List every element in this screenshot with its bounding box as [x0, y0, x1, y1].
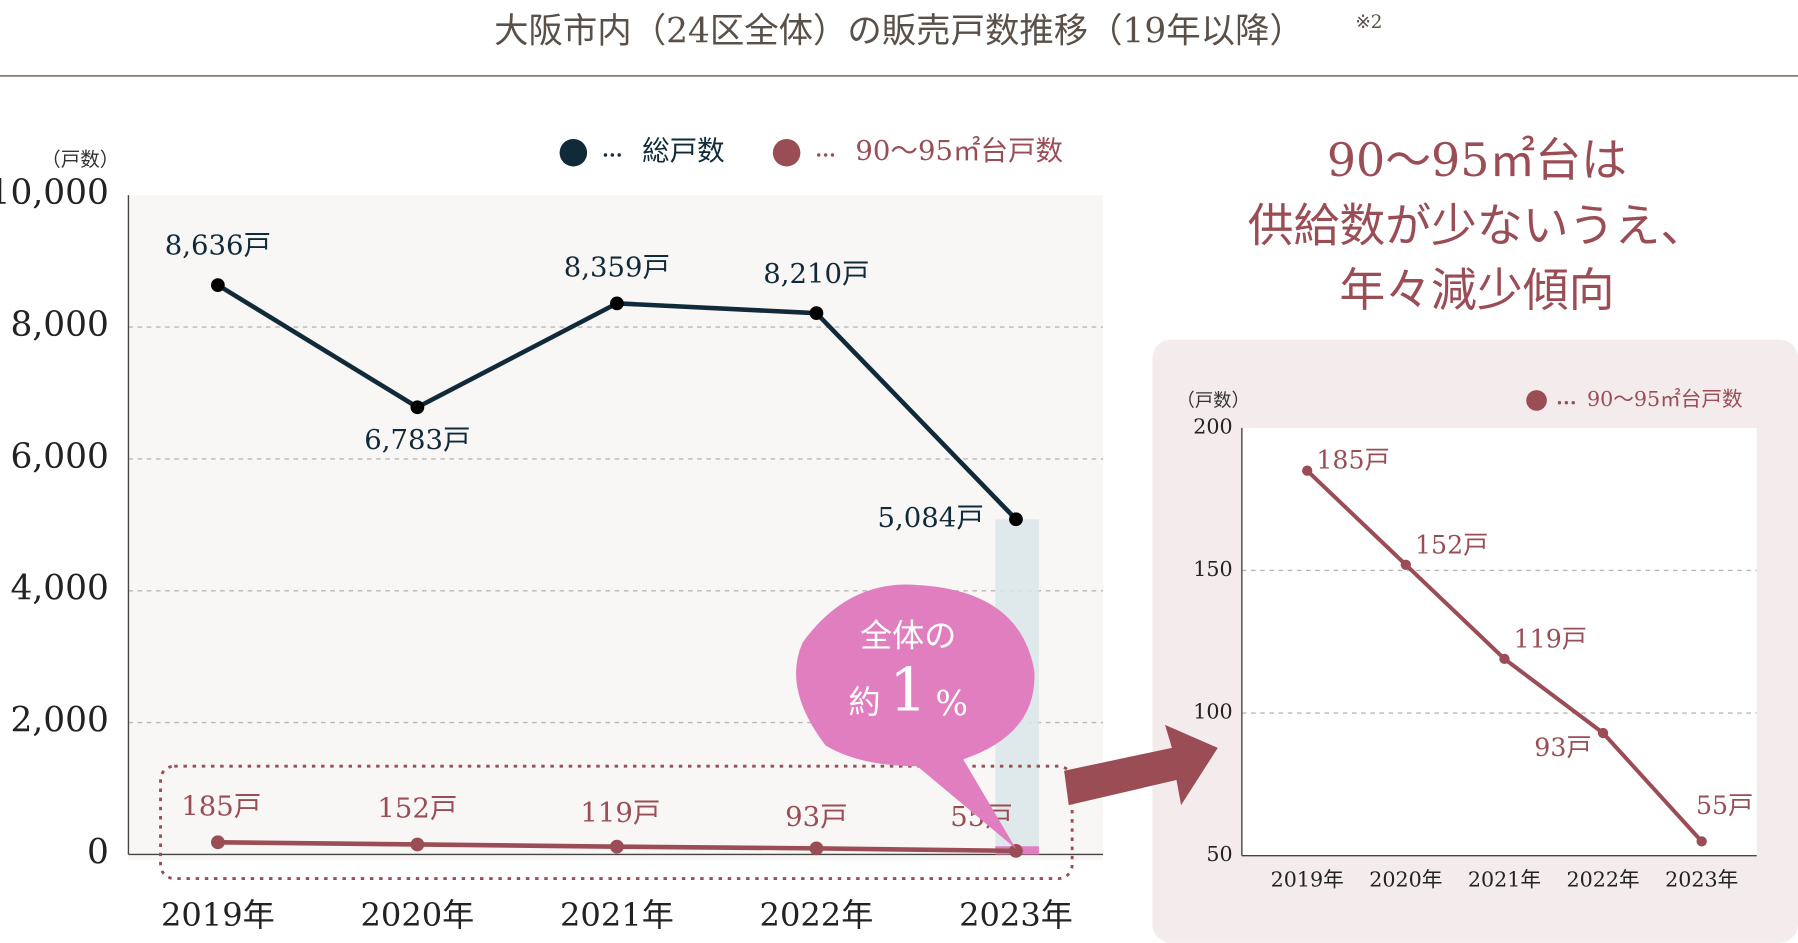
y-tick-label: 8,000: [10, 305, 108, 345]
data-point: [1597, 727, 1609, 739]
data-point: [410, 837, 425, 852]
x-tick-label: 2021年: [1468, 867, 1541, 891]
legend-dots: [1564, 400, 1569, 405]
data-label: 93戸: [1534, 733, 1591, 762]
legend-dots: [617, 153, 621, 157]
legend-swatch: [772, 138, 801, 167]
legend-label: 90〜95㎡台戸数: [1587, 387, 1743, 411]
title-note: ※2: [1355, 12, 1382, 33]
legend-label: 90〜95㎡台戸数: [855, 135, 1063, 167]
data-label: 185戸: [1316, 446, 1389, 475]
data-point: [210, 278, 225, 292]
legend-swatch: [559, 138, 588, 167]
y-tick-label: 0: [87, 832, 109, 872]
legend-dots: [830, 153, 835, 157]
y-tick-label: 150: [1193, 557, 1232, 581]
x-tick-label: 2022年: [1567, 867, 1640, 891]
page-title: 大阪市内（24区全体）の販売戸数推移（19年以降）: [494, 11, 1304, 51]
legend-dots: [1571, 400, 1575, 405]
data-point: [1400, 559, 1411, 570]
arrow: [1064, 724, 1218, 806]
y-tick-label: 4,000: [10, 569, 108, 609]
data-label: 55戸: [1696, 791, 1753, 820]
x-tick-label: 2020年: [1369, 867, 1442, 891]
y-tick-label: 50: [1206, 842, 1232, 866]
data-label: 185戸: [181, 790, 261, 822]
data-point: [1302, 465, 1313, 476]
callout-bubble: [796, 584, 1035, 849]
x-tick-label: 2019年: [1271, 867, 1344, 891]
legend-dots: [1557, 400, 1562, 405]
data-point: [210, 835, 225, 850]
legend-dots: [610, 153, 615, 157]
x-tick-label: 2023年: [959, 896, 1073, 934]
legend-dots: [817, 153, 821, 157]
y-tick-label: 2,000: [10, 701, 108, 741]
data-label: 152戸: [377, 793, 457, 825]
data-label: 5,084戸: [878, 502, 984, 534]
data-point: [1696, 836, 1707, 847]
data-point: [610, 839, 624, 854]
headline: 年々減少傾向: [1339, 263, 1614, 317]
y-axis-label: （戸数）: [41, 148, 119, 171]
data-label: 119戸: [580, 797, 660, 829]
callout-text: %: [935, 685, 968, 725]
callout-text: 約: [849, 683, 881, 721]
data-point: [610, 296, 624, 311]
y-tick-label: 6,000: [10, 437, 108, 477]
callout-text: 全体の: [860, 616, 956, 654]
legend-dots: [823, 153, 828, 157]
data-point: [809, 306, 824, 321]
data-label: 93戸: [785, 801, 848, 833]
data-point: [1009, 512, 1023, 527]
x-tick-label: 2019年: [161, 896, 275, 934]
legend-swatch: [1526, 390, 1547, 411]
y-tick-label: 10,000: [0, 173, 109, 213]
callout-text: 1: [889, 657, 927, 726]
y-tick-label: 200: [1193, 414, 1232, 438]
x-tick-label: 2021年: [560, 896, 674, 934]
data-point: [410, 400, 425, 415]
y-tick-label: 100: [1193, 700, 1232, 724]
data-label: 8,210戸: [763, 258, 869, 290]
data-label: 119戸: [1514, 625, 1587, 654]
legend-label: 総戸数: [642, 135, 725, 167]
x-tick-label: 2023年: [1665, 867, 1738, 891]
data-label: 8,636戸: [165, 230, 271, 262]
data-point: [809, 841, 824, 856]
y-axis-label: （戸数）: [1177, 391, 1250, 412]
focus-box: [159, 764, 1074, 881]
data-point: [1499, 653, 1510, 665]
inset-plot-area: [1241, 427, 1757, 856]
data-label: 8,359戸: [564, 251, 670, 283]
data-label: 6,783戸: [364, 424, 470, 456]
legend-dots: [603, 153, 608, 157]
data-point: [1009, 843, 1023, 858]
x-tick-label: 2020年: [361, 896, 475, 934]
x-tick-label: 2022年: [760, 896, 874, 934]
data-label: 152戸: [1415, 530, 1488, 559]
headline: 供給数が少ないうえ、: [1248, 199, 1707, 253]
headline: 90〜95㎡台は: [1327, 133, 1627, 187]
